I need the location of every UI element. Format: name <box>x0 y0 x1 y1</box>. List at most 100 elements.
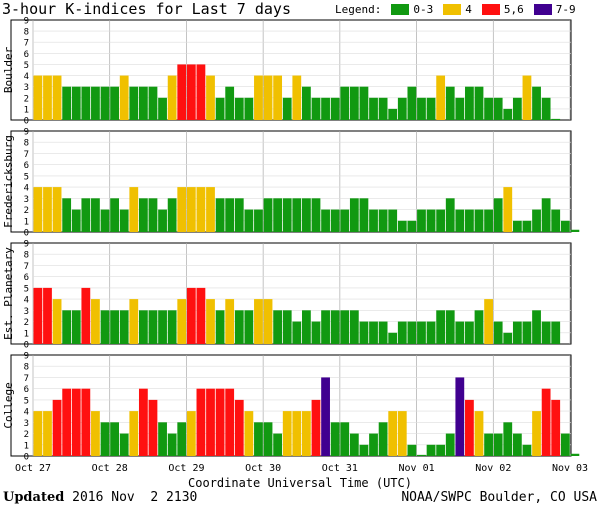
k-index-bar <box>474 411 484 456</box>
k-index-bar <box>43 75 52 120</box>
k-index-bar <box>215 388 225 456</box>
k-index-bar <box>378 321 388 344</box>
k-index-bar <box>158 310 167 344</box>
k-index-bar <box>426 97 436 120</box>
y-tick-label: 6 <box>24 161 29 171</box>
k-index-bar <box>436 310 446 344</box>
k-index-bar <box>196 64 206 120</box>
k-index-bar <box>560 220 570 232</box>
k-index-bar <box>455 97 465 120</box>
k-index-bar <box>148 399 158 456</box>
k-index-bar <box>81 287 91 344</box>
k-index-bar <box>321 209 330 232</box>
k-index-bar <box>397 97 407 120</box>
k-index-bar <box>43 287 52 344</box>
k-index-bar <box>119 209 129 232</box>
k-index-bar <box>493 97 503 120</box>
k-index-bar <box>215 97 225 120</box>
k-index-bar <box>119 75 129 120</box>
x-axis-label: Coordinate Universal Time (UTC) <box>188 476 412 490</box>
legend: Legend: 0-3 4 5,6 7-9 <box>335 3 576 16</box>
k-index-bar <box>62 310 72 344</box>
legend-item-severe: 7-9 <box>533 3 576 16</box>
k-index-bar <box>397 411 407 456</box>
k-index-bar <box>359 321 369 344</box>
k-index-bar <box>52 75 62 120</box>
y-tick-label: 3 <box>24 83 29 93</box>
k-index-bar <box>493 433 503 456</box>
x-tick-label: Oct 29 <box>168 463 204 474</box>
k-index-bar <box>81 388 91 456</box>
k-index-bar <box>340 310 350 344</box>
panel-label-3: College <box>2 382 15 428</box>
k-index-bar <box>330 422 340 456</box>
k-index-bar <box>167 198 177 232</box>
k-index-bar <box>62 388 72 456</box>
k-index-bar <box>369 433 378 456</box>
y-tick-label: 0 <box>24 229 29 239</box>
y-tick-label: 7 <box>24 39 29 49</box>
y-tick-label: 3 <box>24 419 29 429</box>
k-index-bar <box>340 422 350 456</box>
k-index-bar <box>33 187 43 232</box>
y-tick-label: 8 <box>24 363 29 373</box>
k-index-bar <box>484 209 493 232</box>
k-index-bar <box>148 198 158 232</box>
k-index-bar <box>196 187 206 232</box>
k-index-bar <box>167 310 177 344</box>
k-index-bar <box>349 433 359 456</box>
k-index-bar <box>62 198 72 232</box>
k-index-bar <box>91 411 100 456</box>
k-index-bar <box>33 411 43 456</box>
k-index-bar <box>81 86 91 120</box>
k-index-bar <box>407 444 417 456</box>
k-index-bar <box>52 399 62 456</box>
legend-text-unsettled: 4 <box>465 3 472 16</box>
k-index-bar <box>436 444 446 456</box>
k-index-bar <box>225 86 235 120</box>
legend-text-severe: 7-9 <box>555 3 576 16</box>
k-index-bar <box>455 209 465 232</box>
x-tick-label: Nov 02 <box>475 463 511 474</box>
k-index-bar <box>273 198 283 232</box>
k-index-bar <box>436 209 446 232</box>
k-index-bar <box>436 75 446 120</box>
k-index-bar <box>484 433 493 456</box>
legend-label: Legend: <box>335 3 382 16</box>
k-index-bar <box>254 299 263 344</box>
k-index-bar <box>302 411 311 456</box>
k-index-bar <box>397 321 407 344</box>
k-index-bar <box>263 75 273 120</box>
k-index-bar <box>522 220 532 232</box>
k-index-bar <box>282 411 292 456</box>
k-index-bar <box>273 310 283 344</box>
y-tick-label: 6 <box>24 273 29 283</box>
y-tick-label: 2 <box>24 94 29 104</box>
k-index-bar <box>369 321 378 344</box>
k-index-bar <box>186 187 196 232</box>
k-index-bar <box>100 86 110 120</box>
k-index-bar <box>158 422 167 456</box>
k-index-bar <box>330 310 340 344</box>
k-index-bar <box>129 187 139 232</box>
k-index-bar <box>445 310 455 344</box>
updated-stamp: Updated 2016 Nov 2 2130 <box>3 490 197 505</box>
k-index-bar <box>110 422 120 456</box>
k-index-bar <box>225 388 235 456</box>
y-tick-label: 4 <box>24 72 29 82</box>
k-index-bar <box>71 209 81 232</box>
k-index-bar <box>71 310 81 344</box>
k-index-bar <box>52 299 62 344</box>
k-index-bar <box>369 209 378 232</box>
y-tick-label: 5 <box>24 172 29 182</box>
k-index-bar <box>119 310 129 344</box>
legend-swatch-unsettled <box>443 4 462 15</box>
k-index-bar <box>321 377 330 456</box>
k-index-bar <box>158 97 167 120</box>
k-index-bar <box>551 399 561 456</box>
legend-swatch-quiet <box>391 4 410 15</box>
k-index-bar <box>445 433 455 456</box>
k-index-bar <box>302 310 311 344</box>
k-index-bar <box>138 198 148 232</box>
y-tick-label: 9 <box>24 240 29 250</box>
